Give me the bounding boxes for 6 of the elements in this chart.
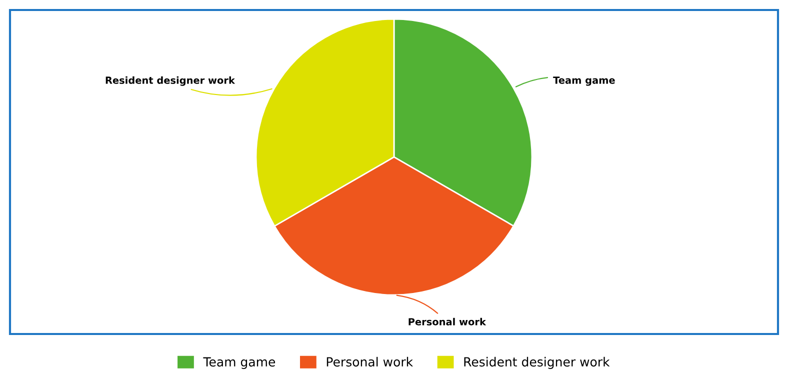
legend-label: Resident designer work bbox=[464, 356, 610, 369]
slice-label: Resident designer work bbox=[106, 76, 236, 86]
legend-label: Team game bbox=[203, 357, 276, 369]
legend-label: Personal work bbox=[326, 356, 414, 367]
slice-label: Personal work bbox=[408, 318, 486, 326]
slice-label: Team game bbox=[553, 76, 615, 86]
